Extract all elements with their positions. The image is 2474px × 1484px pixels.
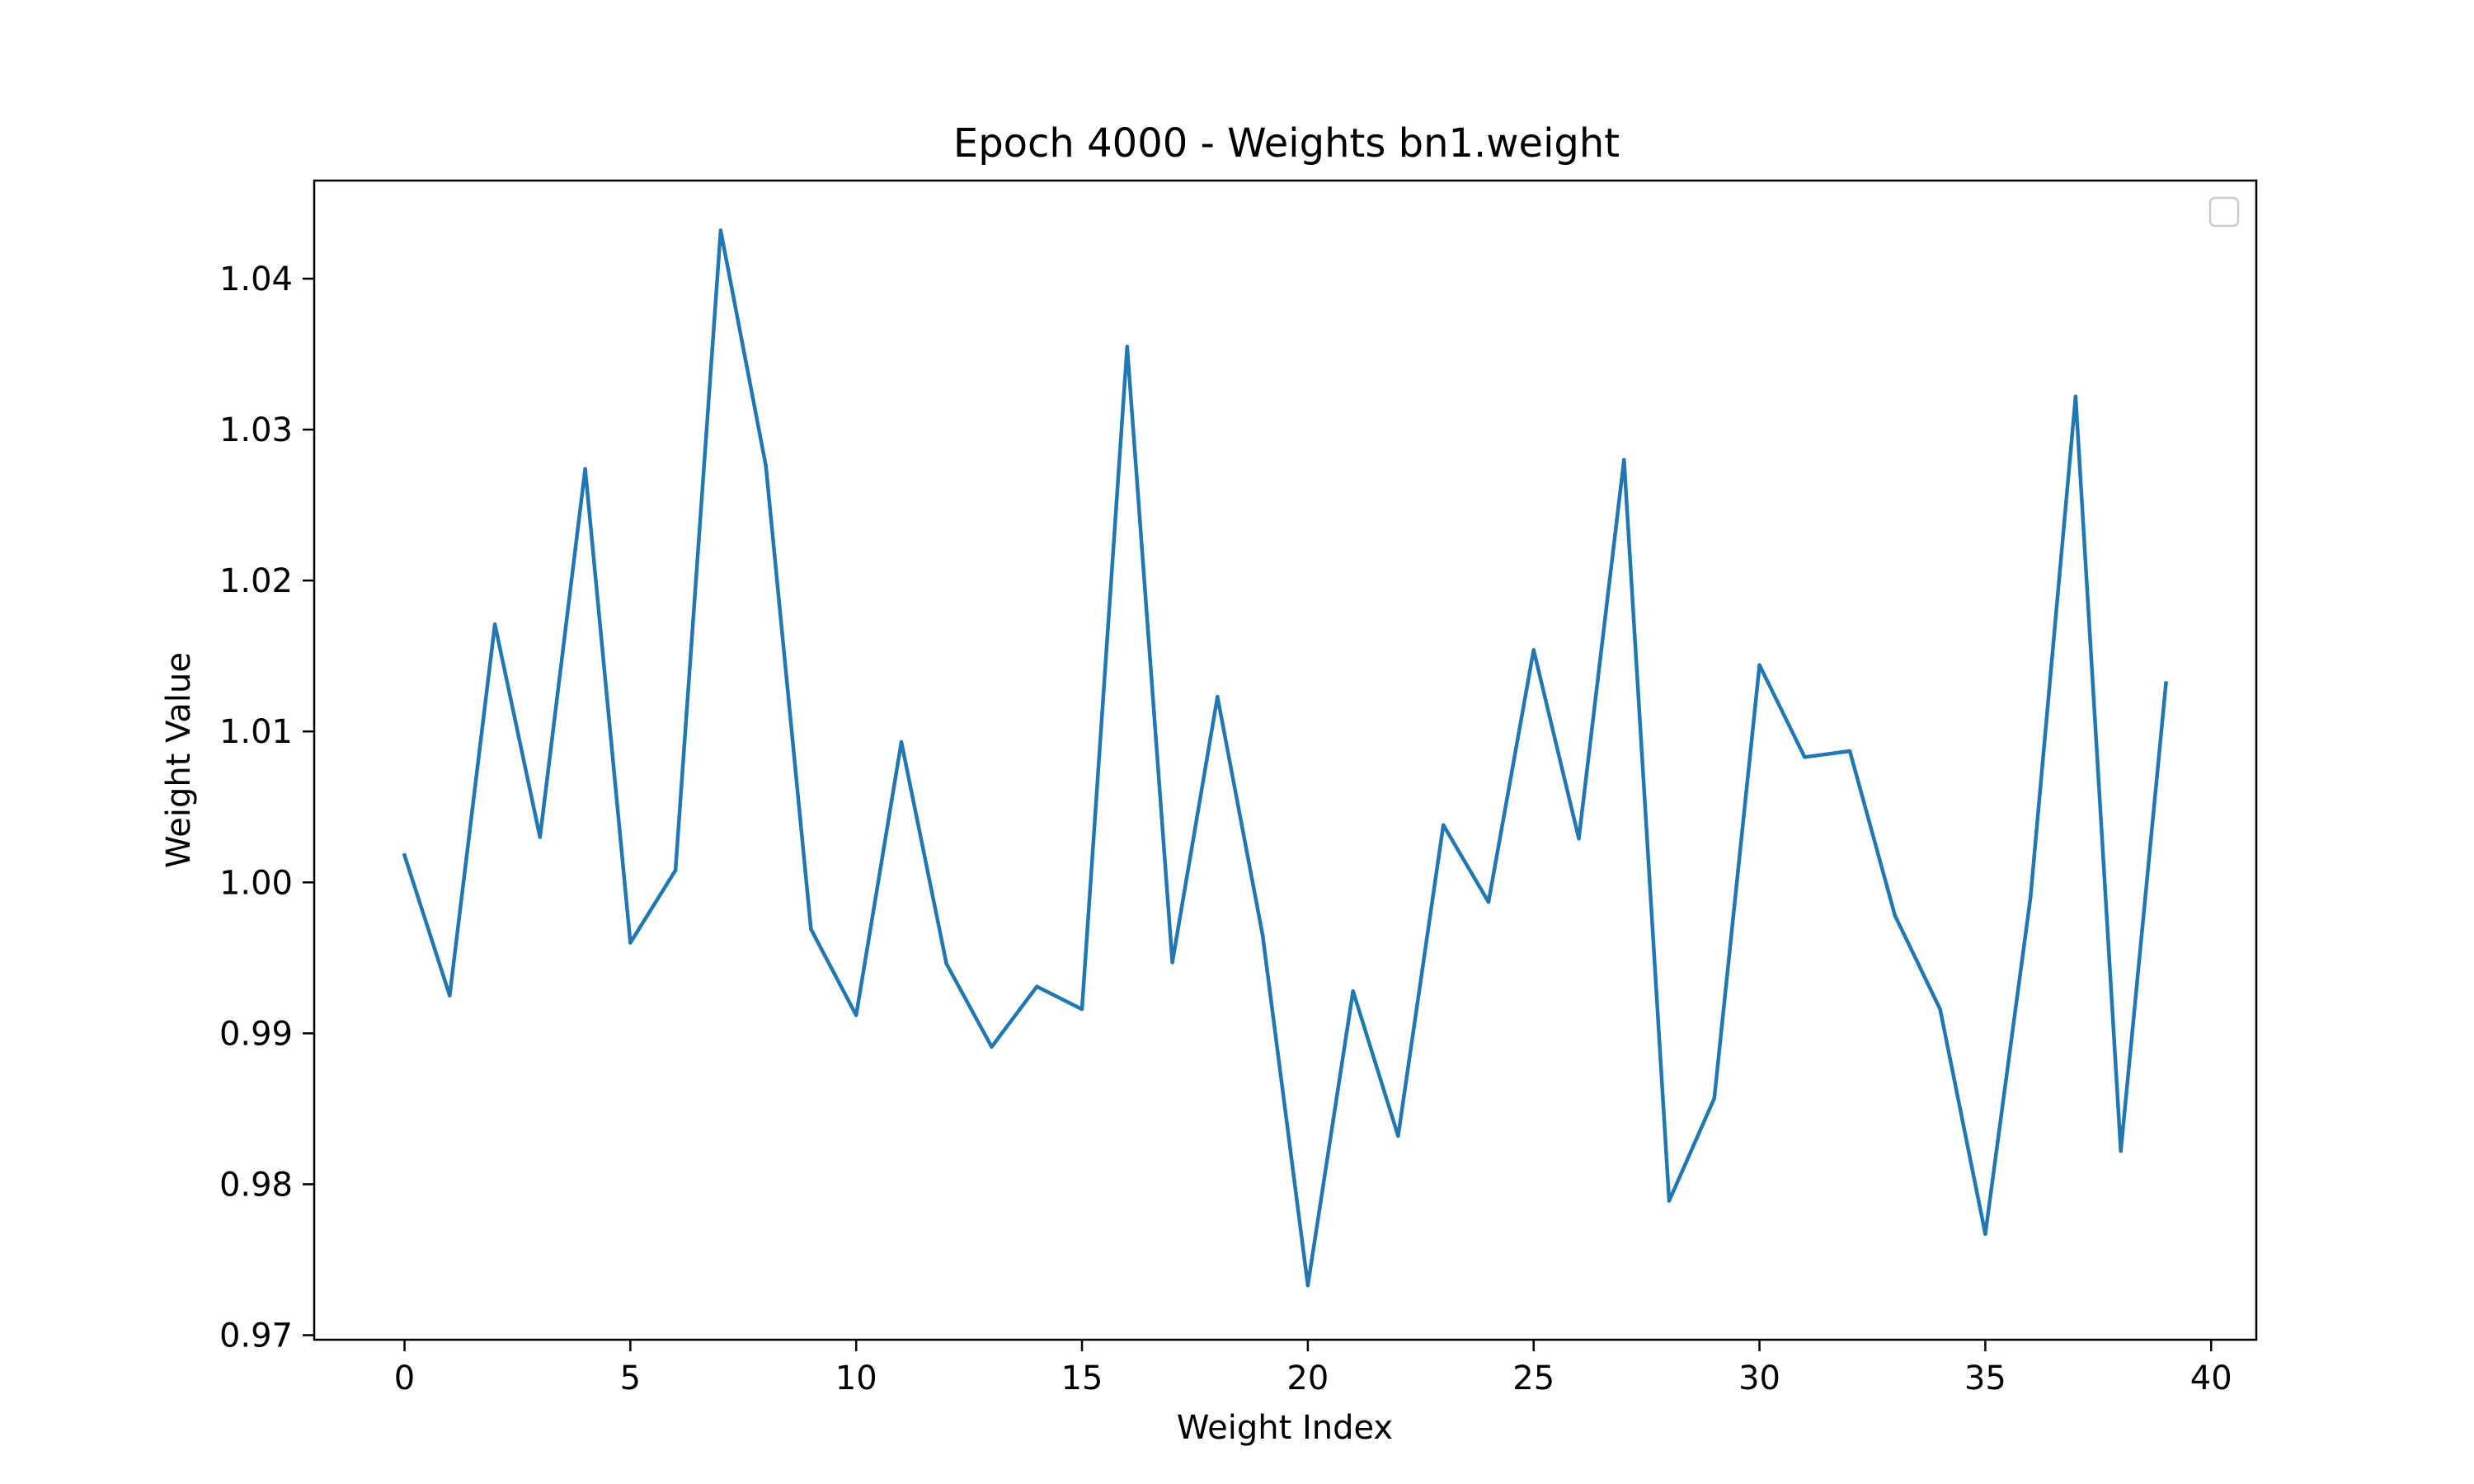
x-axis-ticks: 0 5 10 15 20 25 30 35 40 [394, 1340, 2232, 1397]
data-point [492, 622, 497, 627]
data-point [538, 835, 543, 839]
data-point [1170, 960, 1174, 965]
data-point [1035, 984, 1039, 989]
x-tick-label: 25 [1512, 1360, 1554, 1397]
series-line [402, 228, 2168, 1288]
y-tick-label: 1.00 [219, 864, 293, 902]
y-axis-label: Weight Value [160, 652, 198, 868]
data-point [1893, 913, 1898, 918]
data-point [764, 463, 768, 468]
y-tick-label: 1.04 [219, 261, 293, 298]
data-point [628, 941, 633, 945]
y-tick-label: 1.01 [219, 713, 293, 751]
x-tick-label: 10 [835, 1360, 877, 1397]
data-point [1622, 458, 1626, 462]
data-point [673, 868, 678, 872]
y-axis-ticks: 0.97 0.98 0.99 1.00 1.01 1.02 1.03 1.04 [219, 261, 314, 1355]
series-layer [402, 228, 2168, 1288]
x-tick-label: 30 [1738, 1360, 1780, 1397]
y-tick-label: 0.98 [219, 1166, 293, 1204]
data-point [944, 961, 948, 966]
data-point [990, 1045, 994, 1050]
data-point [899, 740, 904, 744]
data-point [1803, 755, 1807, 759]
x-tick-label: 5 [620, 1360, 641, 1397]
data-point [2119, 1148, 2123, 1153]
data-point [1712, 1096, 1716, 1101]
data-point [1125, 345, 1130, 349]
data-point [402, 853, 407, 857]
data-point [809, 927, 813, 932]
data-point [1667, 1199, 1672, 1203]
data-point [1531, 648, 1536, 652]
legend-box [2208, 196, 2240, 228]
data-point [718, 228, 723, 232]
data-point [1305, 1283, 1310, 1288]
x-tick-label: 40 [2190, 1360, 2232, 1397]
data-point [1441, 823, 1446, 827]
y-tick-label: 0.99 [219, 1015, 293, 1053]
y-tick-label: 1.02 [219, 562, 293, 600]
chart-title: Epoch 4000 - Weights bn1.weight [953, 120, 1620, 167]
y-tick-label: 0.97 [219, 1317, 293, 1355]
data-point [448, 993, 452, 998]
data-point [1079, 1007, 1084, 1012]
data-point [854, 1013, 858, 1017]
data-point [1757, 663, 1761, 667]
x-tick-label: 20 [1286, 1360, 1329, 1397]
y-tick-label: 1.03 [219, 411, 293, 449]
data-point [1486, 899, 1491, 904]
x-tick-label: 0 [394, 1360, 415, 1397]
data-point [1577, 836, 1581, 841]
data-point [1847, 749, 1852, 754]
data-point [2164, 681, 2168, 685]
data-point [2073, 394, 2078, 398]
x-axis-label: Weight Index [1177, 1409, 1393, 1447]
data-point [1351, 989, 1355, 993]
data-point [1216, 694, 1220, 699]
x-tick-label: 15 [1061, 1360, 1103, 1397]
data-point [583, 467, 587, 471]
x-tick-label: 35 [1964, 1360, 2006, 1397]
data-point [1938, 1007, 1942, 1012]
data-point [1983, 1232, 1987, 1237]
data-point [1396, 1134, 1400, 1139]
plot-frame [313, 179, 2258, 1341]
data-point [1260, 933, 1265, 937]
data-point [2028, 895, 2033, 899]
